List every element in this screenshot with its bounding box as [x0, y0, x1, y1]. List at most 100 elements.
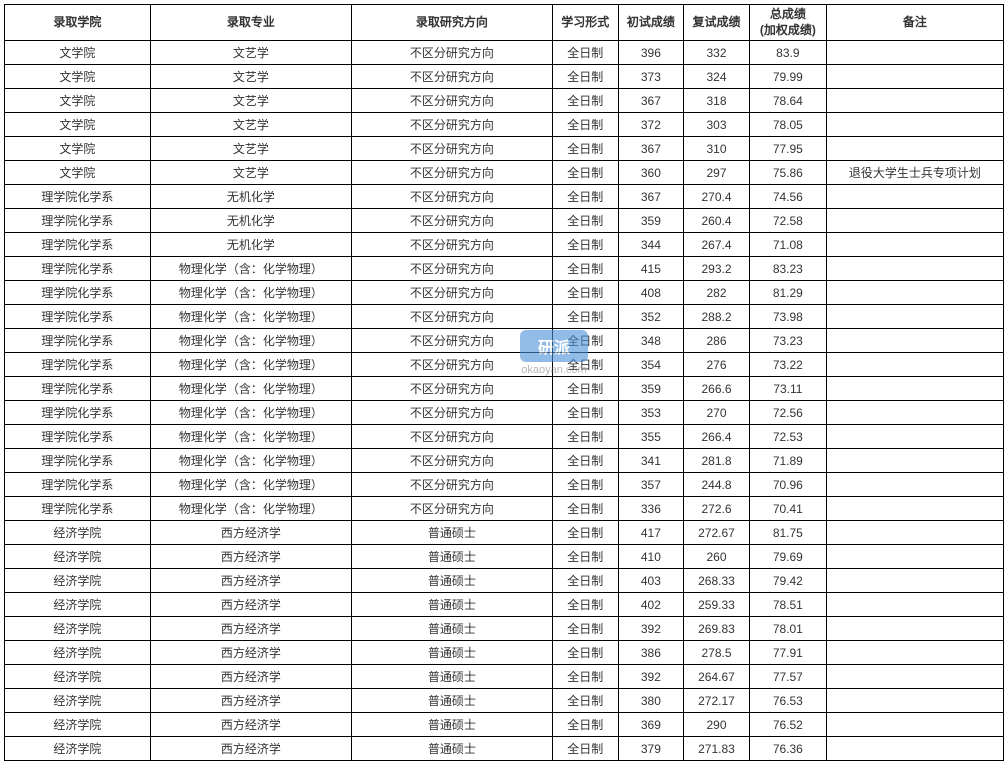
table-cell: 文学院: [5, 137, 151, 161]
table-cell: [826, 185, 1003, 209]
table-cell: 272.67: [684, 521, 750, 545]
table-cell: 71.08: [749, 233, 826, 257]
table-cell: 76.53: [749, 689, 826, 713]
table-cell: 79.69: [749, 545, 826, 569]
table-cell: 380: [618, 689, 684, 713]
table-cell: 全日制: [552, 449, 618, 473]
table-cell: 西方经济学: [150, 545, 351, 569]
table-cell: 普通硕士: [351, 545, 552, 569]
table-cell: 理学院化学系: [5, 497, 151, 521]
table-cell: 不区分研究方向: [351, 353, 552, 377]
table-cell: 理学院化学系: [5, 281, 151, 305]
table-row: 经济学院西方经济学普通硕士全日制392269.8378.01: [5, 617, 1004, 641]
table-body: 文学院文艺学不区分研究方向全日制39633283.9文学院文艺学不区分研究方向全…: [5, 41, 1004, 761]
table-cell: 74.56: [749, 185, 826, 209]
table-cell: 372: [618, 113, 684, 137]
table-cell: 全日制: [552, 353, 618, 377]
table-cell: [826, 41, 1003, 65]
table-cell: 73.98: [749, 305, 826, 329]
table-cell: 268.33: [684, 569, 750, 593]
table-cell: 物理化学（含：化学物理）: [150, 497, 351, 521]
table-cell: 360: [618, 161, 684, 185]
table-cell: 全日制: [552, 497, 618, 521]
table-cell: 271.83: [684, 737, 750, 761]
table-cell: 西方经济学: [150, 521, 351, 545]
table-cell: 物理化学（含：化学物理）: [150, 473, 351, 497]
table-cell: 332: [684, 41, 750, 65]
table-cell: 353: [618, 401, 684, 425]
table-cell: [826, 569, 1003, 593]
table-row: 经济学院西方经济学普通硕士全日制36929076.52: [5, 713, 1004, 737]
table-cell: 文学院: [5, 89, 151, 113]
table-cell: 全日制: [552, 161, 618, 185]
table-cell: 全日制: [552, 737, 618, 761]
table-cell: 392: [618, 617, 684, 641]
table-cell: 物理化学（含：化学物理）: [150, 257, 351, 281]
table-cell: 不区分研究方向: [351, 473, 552, 497]
table-cell: 不区分研究方向: [351, 185, 552, 209]
table-cell: [826, 113, 1003, 137]
table-row: 理学院化学系无机化学不区分研究方向全日制359260.472.58: [5, 209, 1004, 233]
table-cell: 71.89: [749, 449, 826, 473]
table-cell: [826, 377, 1003, 401]
table-cell: [826, 89, 1003, 113]
table-cell: 西方经济学: [150, 713, 351, 737]
table-cell: 理学院化学系: [5, 185, 151, 209]
table-cell: 文学院: [5, 161, 151, 185]
table-cell: 79.42: [749, 569, 826, 593]
table-cell: 物理化学（含：化学物理）: [150, 329, 351, 353]
table-cell: 348: [618, 329, 684, 353]
table-cell: [826, 401, 1003, 425]
table-row: 理学院化学系物理化学（含：化学物理）不区分研究方向全日制336272.670.4…: [5, 497, 1004, 521]
table-row: 理学院化学系物理化学（含：化学物理）不区分研究方向全日制357244.870.9…: [5, 473, 1004, 497]
table-row: 经济学院西方经济学普通硕士全日制403268.3379.42: [5, 569, 1004, 593]
table-cell: 文艺学: [150, 161, 351, 185]
table-cell: 经济学院: [5, 593, 151, 617]
table-cell: 367: [618, 185, 684, 209]
table-cell: 文艺学: [150, 41, 351, 65]
table-cell: 普通硕士: [351, 521, 552, 545]
table-cell: 物理化学（含：化学物理）: [150, 425, 351, 449]
header-cell-6: 总成绩(加权成绩): [749, 5, 826, 41]
table-cell: 不区分研究方向: [351, 305, 552, 329]
table-cell: 西方经济学: [150, 617, 351, 641]
table-cell: 普通硕士: [351, 713, 552, 737]
table-cell: 经济学院: [5, 689, 151, 713]
table-cell: 77.91: [749, 641, 826, 665]
table-cell: 73.11: [749, 377, 826, 401]
table-cell: 75.86: [749, 161, 826, 185]
table-row: 文学院文艺学不区分研究方向全日制37332479.99: [5, 65, 1004, 89]
table-cell: 290: [684, 713, 750, 737]
table-cell: 文学院: [5, 41, 151, 65]
table-cell: 物理化学（含：化学物理）: [150, 449, 351, 473]
table-cell: [826, 449, 1003, 473]
table-cell: 266.4: [684, 425, 750, 449]
table-cell: 全日制: [552, 185, 618, 209]
table-cell: [826, 425, 1003, 449]
table-cell: 392: [618, 665, 684, 689]
table-row: 理学院化学系物理化学（含：化学物理）不区分研究方向全日制35327072.56: [5, 401, 1004, 425]
table-cell: 259.33: [684, 593, 750, 617]
table-cell: 理学院化学系: [5, 377, 151, 401]
table-cell: 260.4: [684, 209, 750, 233]
table-cell: 不区分研究方向: [351, 233, 552, 257]
table-cell: 西方经济学: [150, 593, 351, 617]
table-cell: 普通硕士: [351, 665, 552, 689]
table-cell: 全日制: [552, 281, 618, 305]
table-cell: 全日制: [552, 545, 618, 569]
table-cell: 全日制: [552, 209, 618, 233]
header-cell-5: 复试成绩: [684, 5, 750, 41]
table-cell: 272.6: [684, 497, 750, 521]
table-cell: 全日制: [552, 473, 618, 497]
table-cell: 经济学院: [5, 545, 151, 569]
table-cell: 全日制: [552, 89, 618, 113]
table-cell: 全日制: [552, 137, 618, 161]
table-cell: 336: [618, 497, 684, 521]
table-cell: 物理化学（含：化学物理）: [150, 401, 351, 425]
table-cell: 不区分研究方向: [351, 281, 552, 305]
table-cell: 77.95: [749, 137, 826, 161]
table-cell: [826, 641, 1003, 665]
table-cell: 全日制: [552, 713, 618, 737]
table-row: 经济学院西方经济学普通硕士全日制402259.3378.51: [5, 593, 1004, 617]
table-cell: 物理化学（含：化学物理）: [150, 305, 351, 329]
